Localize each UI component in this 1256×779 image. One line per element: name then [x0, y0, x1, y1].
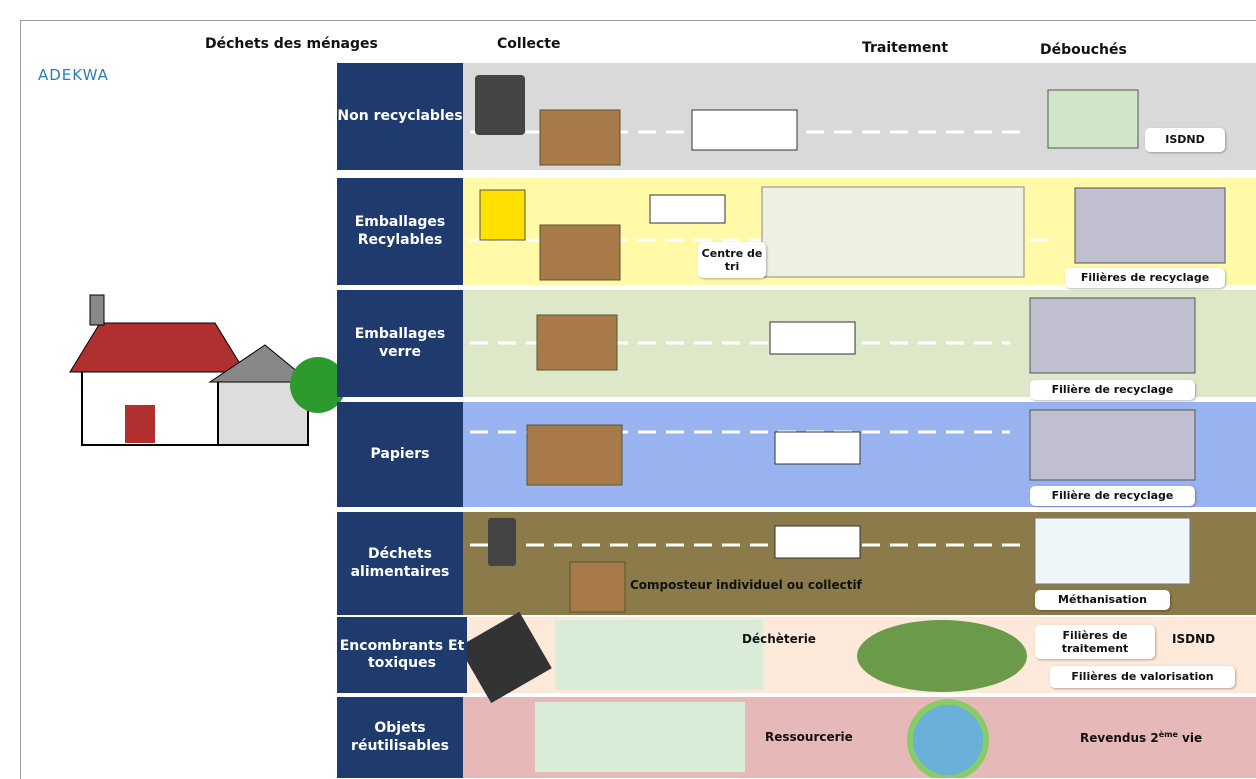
toxics-icon [458, 611, 552, 704]
column-header: Débouchés [1040, 42, 1127, 58]
outlet-label: Revendus 2ème vie [1080, 730, 1202, 745]
column-header: Collecte [497, 36, 561, 52]
row-label: Non recyclables [337, 63, 463, 170]
outlet-label: Méthanisation [1035, 590, 1170, 610]
containers [526, 109, 626, 613]
recycling-plants [1029, 187, 1226, 481]
row-label: Objets réutilisables [337, 697, 463, 778]
sorting-center [761, 186, 1025, 278]
process-label: Ressourcerie [765, 730, 853, 744]
reuse-logo [907, 699, 989, 778]
superscript: ème [1158, 730, 1178, 739]
landfill [1047, 89, 1139, 149]
dechetterie-image [555, 620, 763, 690]
bins [475, 75, 526, 566]
outlet-label: ISDND [1172, 632, 1216, 646]
methanisation-plant [1034, 517, 1191, 585]
text: Revendus 2 [1080, 731, 1159, 745]
row-label: Emballages verre [337, 290, 463, 397]
process-label: Composteur individuel ou collectif [630, 578, 862, 592]
row-label: Encombrants Et toxiques [337, 617, 467, 693]
outlet-label: Filière de recyclage [1030, 486, 1195, 506]
outlet-label: Filières de valorisation [1050, 666, 1235, 688]
frame [20, 20, 1256, 779]
process-label: Déchèterie [742, 632, 816, 646]
outlet-label: Filière de recyclage [1030, 380, 1195, 400]
logo: ADEKWA [38, 66, 109, 84]
column-header: Traitement [862, 40, 949, 56]
outlet-label: Filières de traitement [1035, 625, 1155, 659]
column-header: Déchets des ménages [205, 36, 378, 52]
treatment-map [857, 620, 1027, 692]
row-label: Emballages Recylables [337, 178, 463, 285]
ressourcerie-image [535, 702, 745, 772]
text: vie [1177, 731, 1203, 745]
outlet-label: Filières de recyclage [1065, 268, 1225, 288]
row-label: Déchets alimentaires [337, 512, 463, 615]
house [69, 294, 346, 446]
trucks [649, 109, 861, 559]
outlet-label: ISDND [1145, 128, 1225, 152]
row-label: Papiers [337, 402, 463, 507]
process-label: Centre de tri [698, 242, 766, 278]
